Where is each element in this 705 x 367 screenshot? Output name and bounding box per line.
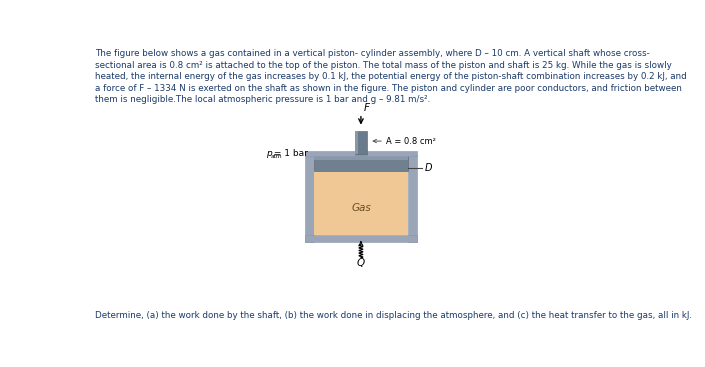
Text: them is negligible.The local atmospheric pressure is 1 bar and g – 9.81 m/s².: them is negligible.The local atmospheric… (95, 95, 430, 104)
Bar (314, 154, 408, 171)
Text: The figure below shows a gas contained in a vertical piston- cylinder assembly, : The figure below shows a gas contained i… (95, 50, 650, 58)
Text: Gas: Gas (351, 203, 371, 213)
Bar (314, 154, 408, 160)
Bar (355, 131, 367, 154)
Text: a force of F – 1334 N is exerted on the shaft as shown in the figure. The piston: a force of F – 1334 N is exerted on the … (95, 84, 682, 92)
Bar (305, 235, 417, 242)
Text: Q: Q (357, 258, 365, 269)
Text: Determine, (a) the work done by the shaft, (b) the work done in displacing the a: Determine, (a) the work done by the shaf… (95, 311, 692, 320)
Bar (314, 171, 408, 235)
Bar (408, 154, 417, 242)
Bar (355, 131, 358, 154)
Text: F: F (363, 103, 369, 113)
Bar (305, 154, 314, 242)
Bar (367, 151, 417, 156)
Text: heated, the internal energy of the gas increases by 0.1 kJ, the potential energy: heated, the internal energy of the gas i… (95, 72, 687, 81)
Text: p: p (266, 149, 271, 158)
Text: = 1 bar: = 1 bar (271, 149, 307, 158)
Text: A = 0.8 cm²: A = 0.8 cm² (386, 137, 436, 146)
Bar (305, 151, 355, 156)
Text: sectional area is 0.8 cm² is attached to the top of the piston. The total mass o: sectional area is 0.8 cm² is attached to… (95, 61, 672, 70)
Text: D: D (425, 163, 432, 173)
Text: atm: atm (271, 154, 282, 159)
